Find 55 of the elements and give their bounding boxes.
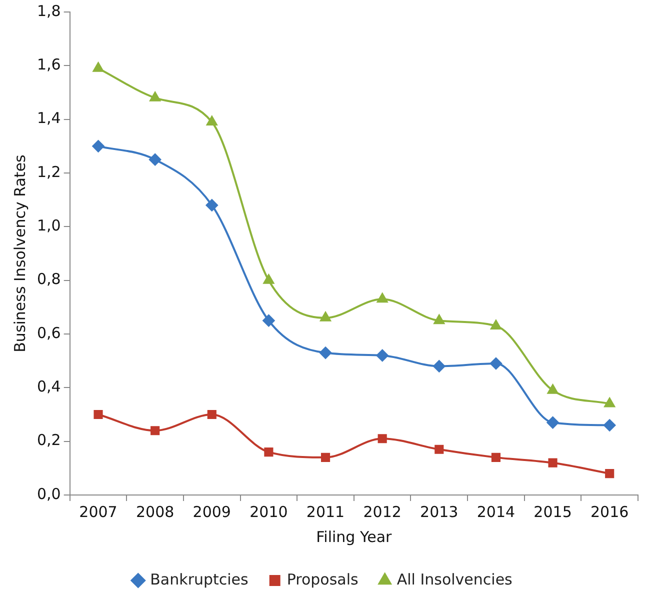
legend-label: All Insolvencies	[396, 570, 513, 588]
point	[434, 314, 444, 324]
point	[207, 410, 216, 420]
x-axis-title: Filing Year	[316, 528, 393, 546]
point	[377, 293, 388, 303]
point	[320, 346, 332, 359]
y-tick-label: 1,4	[36, 109, 61, 128]
x-tick-label: 2007	[79, 502, 118, 521]
point	[320, 312, 331, 322]
point	[546, 416, 559, 429]
point	[206, 199, 218, 212]
y-tick-label: 0,4	[36, 378, 61, 396]
point	[433, 360, 446, 372]
point	[547, 384, 558, 394]
point	[490, 320, 502, 330]
x-tick-label: 2009	[192, 502, 231, 521]
x-tick-label: 2015	[534, 502, 572, 521]
point	[92, 140, 104, 152]
point	[264, 448, 274, 457]
y-tick-label: 1,0	[36, 216, 61, 235]
point	[94, 410, 103, 420]
point	[150, 426, 160, 436]
x-tick-label: 2010	[250, 502, 288, 521]
point	[92, 62, 104, 72]
x-tick-label: 2012	[363, 502, 402, 521]
point	[604, 398, 615, 408]
x-tick-label: 2008	[136, 502, 174, 521]
y-tick-label: 0,8	[36, 270, 61, 288]
point	[548, 458, 558, 468]
legend-label: Proposals	[286, 570, 359, 588]
point	[263, 274, 274, 284]
point	[206, 116, 218, 126]
y-tick-label: 1,6	[36, 56, 61, 74]
point	[149, 154, 162, 166]
point	[376, 349, 388, 362]
y-tick-label: 1,2	[36, 162, 61, 181]
point	[604, 419, 616, 432]
point	[262, 314, 275, 327]
legend-label: Bankruptcies	[150, 570, 249, 588]
y-tick-label: 0,0	[36, 484, 61, 503]
point	[434, 444, 444, 454]
y-tick-label: 0,2	[36, 431, 61, 450]
x-tick-label: 2011	[306, 502, 345, 521]
x-tick-label: 2013	[420, 502, 458, 521]
point	[378, 434, 387, 444]
point	[150, 92, 160, 102]
point	[491, 452, 500, 462]
point	[320, 452, 330, 462]
x-tick-label: 2014	[476, 502, 516, 521]
point	[490, 358, 502, 370]
point	[605, 469, 614, 478]
y-axis-title: Business Insolvency Rates	[10, 154, 29, 352]
x-tick-label: 2016	[590, 502, 629, 521]
y-tick-label: 0,6	[36, 324, 61, 342]
y-tick-label: 1,8	[36, 2, 61, 20]
